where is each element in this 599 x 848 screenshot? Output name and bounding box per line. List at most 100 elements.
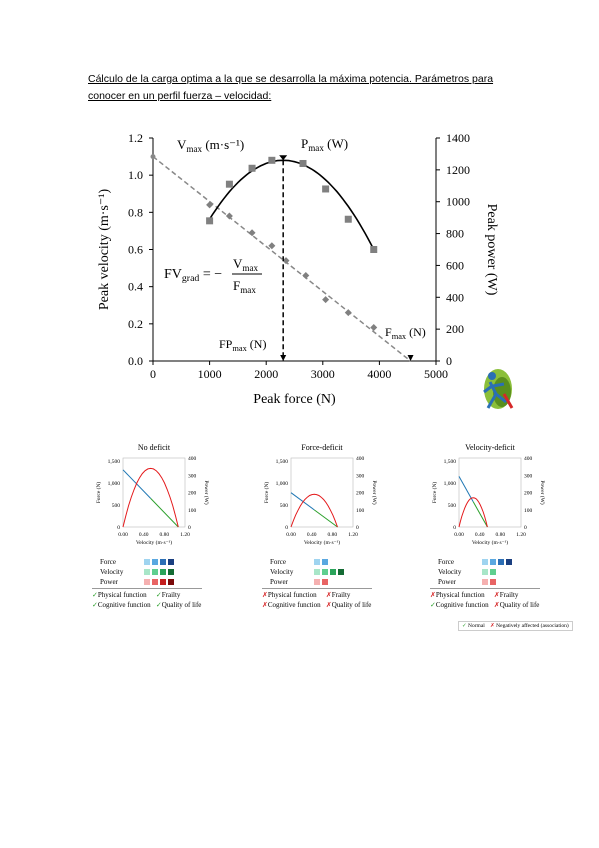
left-axis-label: Force (N) xyxy=(95,482,102,504)
right-tick-label: 300 xyxy=(524,473,533,479)
legend-swatch xyxy=(490,559,496,565)
cross-icon: ✗ xyxy=(325,591,332,599)
footnote-negative: Negatively affected (association) xyxy=(496,623,569,629)
power-point xyxy=(344,215,352,223)
small-chart-title: Velocity-deficit xyxy=(465,443,516,452)
vmax-label: Vmax (m·s⁻¹) xyxy=(177,137,244,154)
y-tick-label: 0.0 xyxy=(128,354,143,368)
legend-row: Force xyxy=(92,557,202,567)
y-tick-label: 0.4 xyxy=(128,280,143,294)
y-tick-label: 1.2 xyxy=(128,131,143,145)
legend-velocity-deficit: Force Velocity Power ✗Physical function ✗Fra… xyxy=(430,557,540,610)
legend-swatch xyxy=(314,569,320,575)
legend-swatch xyxy=(330,569,336,575)
legend-label: Force xyxy=(270,558,286,566)
x-tick-label: 3000 xyxy=(311,367,335,381)
legend-swatch xyxy=(160,569,166,575)
legend-swatch xyxy=(482,559,488,565)
status-label: Quality of life xyxy=(499,601,540,609)
fpmax-arrow xyxy=(280,355,287,361)
power-point xyxy=(225,180,233,188)
legend-row: Velocity xyxy=(430,567,540,577)
y2-tick-label: 0 xyxy=(446,354,452,368)
x-tick-label: 0.00 xyxy=(118,532,128,538)
x-tick-label: 1.20 xyxy=(516,532,526,538)
legend-swatch xyxy=(314,579,320,585)
y2-tick-label: 200 xyxy=(446,322,464,336)
power-point xyxy=(268,156,276,164)
status-row: ✗Physical function ✗Frailty xyxy=(262,590,372,600)
force-velocity-line xyxy=(122,469,152,499)
status-row: ✗Physical function ✗Frailty xyxy=(430,590,540,600)
fmax-arrow xyxy=(407,355,414,361)
legend-swatch xyxy=(490,579,496,585)
right-tick-label: 400 xyxy=(524,456,533,462)
legend-label: Velocity xyxy=(270,568,294,576)
check-icon: ✓ xyxy=(430,601,436,609)
x-tick-label: 0 xyxy=(150,367,156,381)
right-tick-label: 200 xyxy=(356,491,365,497)
fmax-label: Fmax (N) xyxy=(385,325,426,341)
legend-swatch xyxy=(498,559,504,565)
y2-tick-label: 1400 xyxy=(446,131,470,145)
legend-swatch xyxy=(482,579,488,585)
legend-label: Power xyxy=(270,578,288,586)
power-curve xyxy=(122,467,179,528)
velocity-point xyxy=(322,296,330,304)
legend-label: Power xyxy=(100,578,118,586)
force-velocity-line xyxy=(458,476,474,502)
power-curve xyxy=(290,493,338,528)
legend-divider xyxy=(262,588,372,589)
fv-grad-label: FVgrad = − xyxy=(164,267,222,284)
status-label: Physical function xyxy=(97,591,147,599)
footnote-normal: Normal xyxy=(467,623,485,629)
right-axis-label: Power (W) xyxy=(371,480,378,504)
right-tick-label: 200 xyxy=(188,491,197,497)
x-tick-label: 1.20 xyxy=(348,532,358,538)
legend-swatch xyxy=(144,559,150,565)
small-chart-title: No deficit xyxy=(138,443,171,452)
left-tick-label: 500 xyxy=(448,503,457,509)
right-axis-label: Power (W) xyxy=(539,480,546,504)
right-tick-label: 300 xyxy=(188,473,197,479)
status-row: ✓Physical function ✓Frailty xyxy=(92,590,202,600)
small-chart-frame xyxy=(122,457,186,528)
status-label: Cognitive function xyxy=(97,601,151,609)
small-chart-frame xyxy=(290,457,354,528)
check-icon: ✓ xyxy=(92,591,98,599)
small-chart-2: Velocity-deficit 1,500 1,000 500 0 400 300 200 1… xyxy=(431,443,546,546)
legend-label: Force xyxy=(100,558,116,566)
force-velocity-line-tail xyxy=(150,498,179,528)
left-tick-label: 0 xyxy=(285,525,288,531)
legend-label: Velocity xyxy=(100,568,124,576)
small-chart-1: Force-deficit 1,500 1,000 500 0 400 300 200 100 0… xyxy=(263,443,378,546)
fpmax-label: FPmax (N) xyxy=(219,337,266,353)
status-label: Cognitive function xyxy=(435,601,489,609)
legend-swatch xyxy=(322,559,328,565)
legend-row: Power xyxy=(430,577,540,587)
legend-swatch xyxy=(144,569,150,575)
legend-swatch xyxy=(144,579,150,585)
left-axis-label: Force (N) xyxy=(263,482,270,504)
legend-row: Force xyxy=(262,557,372,567)
x-tick-label: 0.80 xyxy=(328,532,338,538)
left-tick-label: 500 xyxy=(280,503,289,509)
right-tick-label: 0 xyxy=(188,525,191,531)
status-row: ✓Cognitive function ✗Quality of life xyxy=(430,600,540,610)
legend-row: Force xyxy=(430,557,540,567)
y-tick-label: 0.6 xyxy=(128,243,143,257)
status-label: Quality of life xyxy=(331,601,372,609)
x-tick-label: 2000 xyxy=(254,367,278,381)
status-label: Quality of life xyxy=(161,601,202,609)
velocity-point xyxy=(282,257,290,265)
x-tick-label: 0.00 xyxy=(286,532,296,538)
left-tick-label: 0 xyxy=(117,525,120,531)
left-tick-label: 1,500 xyxy=(276,459,289,465)
check-icon: ✓ xyxy=(155,601,162,609)
x-tick-label: 4000 xyxy=(367,367,391,381)
x-tick-label: 0.00 xyxy=(454,532,464,538)
right-tick-label: 400 xyxy=(188,456,197,462)
check-icon: ✓ xyxy=(155,591,162,599)
velocity-fit-line xyxy=(152,155,411,362)
